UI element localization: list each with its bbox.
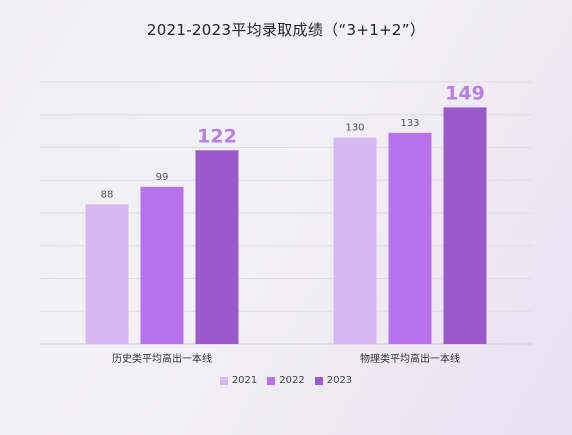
bar-2022-1 [388,132,432,344]
legend-swatch [219,376,228,385]
bar-2022-0 [140,186,184,344]
data-label-2023-1: 149 [445,82,485,104]
legend: 2021 2022 2023 [0,375,572,386]
data-label-2021-0: 88 [101,189,114,200]
data-label-2022-0: 99 [156,172,169,183]
legend-swatch [267,376,276,385]
data-labels: 88 99 122 130 133 149 [101,82,485,200]
bar-2021-1 [333,137,377,344]
bars [85,107,487,344]
bar-2021-0 [85,204,129,344]
bar-2023-1 [443,107,487,344]
bar-2023-0 [195,150,239,344]
legend-item-2021: 2021 [219,375,258,386]
legend-item-2023: 2023 [314,375,353,386]
legend-item-2022: 2022 [267,375,305,386]
x-axis-label-1: 物理类平均高出一本线 [360,352,460,365]
legend-swatch [314,376,323,385]
x-axis-label-0: 历史类平均高出一本线 [112,352,212,365]
data-label-2021-1: 130 [345,123,364,134]
data-label-2023-0: 122 [197,125,237,147]
legend-label: 2022 [279,375,305,386]
x-axis-labels: 历史类平均高出一本线 物理类平均高出一本线 [112,352,460,365]
chart-title: 2021-2023平均录取成绩（“3+1+2”） [146,21,426,39]
legend-label: 2021 [231,375,258,386]
data-label-2022-1: 133 [400,118,419,129]
legend-label: 2023 [326,375,353,386]
